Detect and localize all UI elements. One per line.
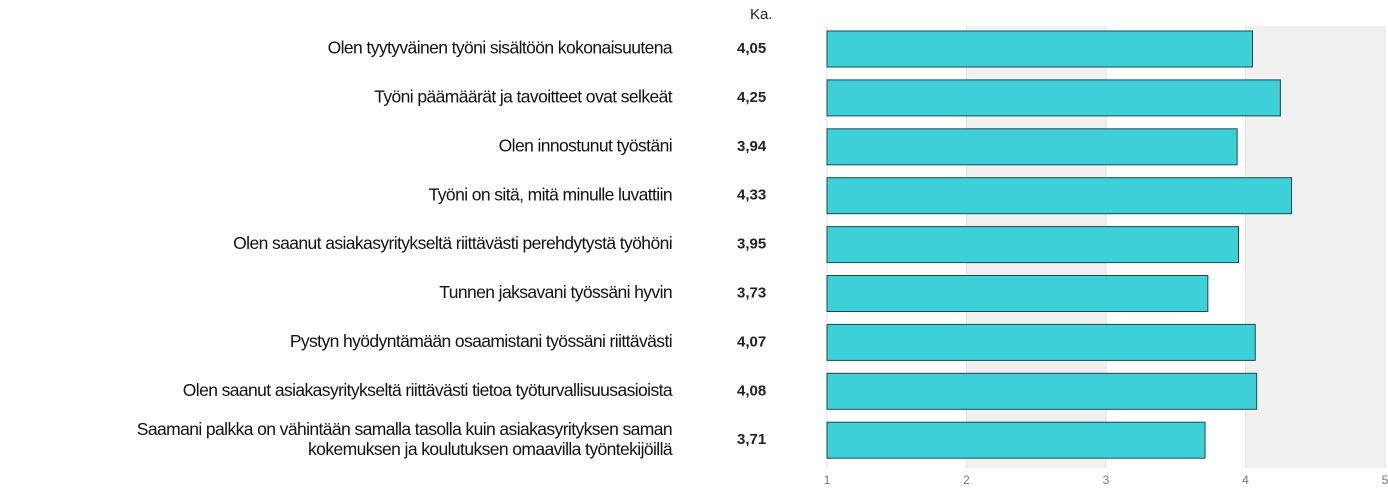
x-tick-label: 5 [1382,473,1388,487]
bar [826,177,1293,215]
category-label: Olen saanut asiakasyritykseltä riittäväs… [183,380,673,400]
value-header: Ka. [750,6,773,23]
category-label: Työni on sitä, mitä minulle luvattiin [429,184,672,204]
category-label: Tunnen jaksavani työssäni hyvin [439,282,672,302]
x-tick-label: 2 [963,473,970,487]
value-label: 4,25 [737,89,766,106]
bar [826,79,1281,117]
bar [826,30,1253,68]
category-label: Olen saanut asiakasyritykseltä riittäväs… [233,233,672,253]
x-tick-label: 3 [1103,473,1110,487]
bar [826,226,1240,264]
category-line: Saamani palkka on vähintään samalla taso… [137,419,672,439]
category-line: kokemuksen ja koulutuksen omaavilla työn… [308,439,673,459]
bar [826,128,1238,166]
category-label: Olen innostunut työstäni [499,135,672,155]
bar [826,421,1206,459]
category-label: Saamani palkka on vähintään samalla taso… [137,419,673,459]
bar [826,275,1209,312]
value-label: 4,33 [737,187,766,204]
value-label: 4,07 [737,333,766,350]
value-label: 3,94 [737,138,767,155]
category-label: Olen tyytyväinen työni sisältöön kokonai… [328,38,673,58]
value-label: 3,73 [737,284,766,301]
category-label: Työni päämäärät ja tavoitteet ovat selke… [374,87,673,107]
value-label: 3,71 [737,431,766,448]
value-label: 4,08 [737,382,766,399]
x-tick-label: 4 [1242,473,1249,487]
bar [826,372,1258,410]
bar [826,323,1256,361]
value-label: 4,05 [737,40,766,57]
x-tick-label: 1 [824,473,831,487]
category-label: Pystyn hyödyntämään osaamistani työssäni… [290,331,672,351]
value-label: 3,95 [737,236,766,253]
